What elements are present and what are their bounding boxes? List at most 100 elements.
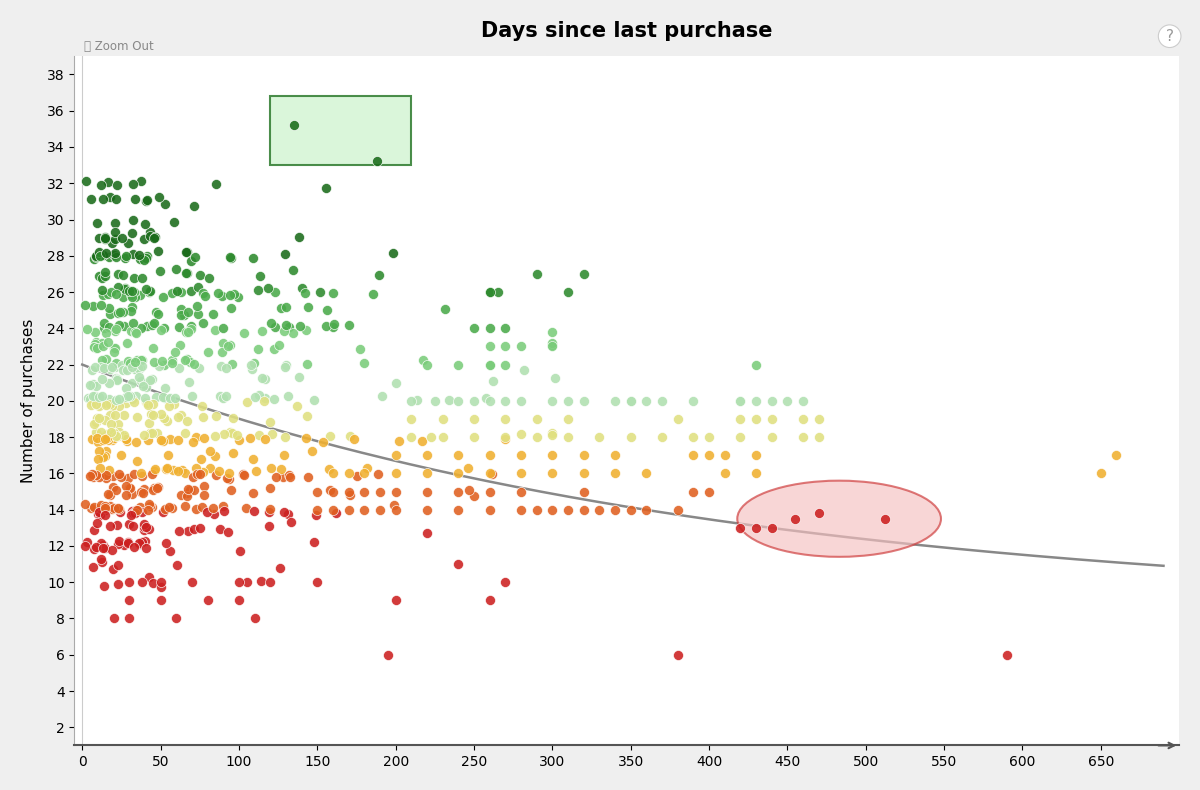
- Point: [223, 446, 242, 459]
- Point: [235, 469, 254, 482]
- Point: [84, 340, 103, 353]
- Point: [113, 232, 132, 245]
- Point: [114, 320, 133, 333]
- Point: [92, 389, 112, 402]
- Point: [148, 307, 167, 320]
- Point: [108, 307, 127, 319]
- Point: [91, 426, 110, 438]
- Point: [244, 487, 263, 500]
- Point: [131, 322, 150, 334]
- Point: [260, 503, 280, 516]
- Point: [98, 336, 118, 348]
- Point: [127, 411, 146, 423]
- Point: [229, 576, 248, 589]
- Point: [92, 373, 112, 386]
- Point: [169, 321, 188, 333]
- Point: [383, 246, 402, 259]
- Point: [118, 363, 137, 376]
- Point: [100, 377, 119, 389]
- Point: [92, 272, 112, 284]
- Point: [542, 427, 562, 439]
- Point: [136, 541, 155, 554]
- Point: [700, 449, 719, 461]
- Point: [121, 325, 140, 337]
- Point: [170, 488, 190, 501]
- Point: [277, 359, 296, 371]
- Point: [130, 371, 149, 384]
- Point: [80, 393, 100, 405]
- Point: [102, 286, 121, 299]
- Point: [235, 326, 254, 339]
- Point: [262, 462, 281, 475]
- Point: [542, 394, 562, 407]
- Point: [144, 356, 163, 368]
- Point: [731, 521, 750, 534]
- Point: [88, 216, 107, 229]
- Point: [449, 467, 468, 480]
- Point: [186, 462, 205, 475]
- Point: [298, 300, 317, 313]
- Point: [94, 539, 113, 551]
- Point: [370, 269, 389, 282]
- Point: [161, 392, 180, 404]
- Point: [122, 505, 142, 517]
- Point: [305, 393, 324, 406]
- Point: [96, 353, 115, 366]
- Point: [83, 397, 102, 409]
- Point: [100, 427, 119, 440]
- Point: [464, 322, 484, 335]
- Point: [137, 283, 156, 295]
- Point: [150, 265, 169, 277]
- Point: [175, 466, 194, 479]
- Point: [122, 360, 142, 373]
- Point: [109, 400, 128, 412]
- Point: [91, 498, 110, 511]
- Point: [83, 561, 102, 574]
- Point: [107, 179, 126, 191]
- Point: [172, 408, 191, 421]
- Point: [527, 503, 546, 516]
- Point: [449, 503, 468, 516]
- Point: [131, 253, 150, 265]
- Point: [436, 303, 455, 315]
- Point: [449, 449, 468, 461]
- Point: [194, 431, 214, 444]
- Point: [96, 472, 115, 484]
- Point: [209, 286, 228, 299]
- Point: [746, 449, 766, 461]
- Point: [125, 272, 144, 284]
- Point: [385, 499, 404, 512]
- Point: [104, 502, 124, 515]
- Point: [214, 392, 233, 404]
- Point: [139, 286, 158, 299]
- Point: [85, 524, 104, 536]
- Point: [355, 503, 374, 516]
- Point: [132, 506, 151, 518]
- Y-axis label: Number of purchases: Number of purchases: [20, 318, 36, 483]
- Point: [101, 396, 120, 408]
- Point: [307, 576, 326, 589]
- Point: [130, 501, 149, 514]
- Point: [86, 397, 106, 410]
- Point: [317, 320, 336, 333]
- Point: [200, 445, 220, 457]
- Point: [84, 389, 103, 402]
- Point: [90, 246, 109, 259]
- Point: [181, 319, 200, 332]
- Point: [218, 340, 238, 352]
- Point: [134, 232, 154, 245]
- Point: [296, 410, 316, 423]
- Point: [127, 454, 146, 467]
- Point: [314, 435, 334, 448]
- Point: [88, 517, 107, 529]
- Point: [179, 325, 198, 338]
- Point: [122, 290, 142, 303]
- Point: [484, 374, 503, 387]
- Point: [98, 360, 118, 373]
- Point: [98, 488, 118, 501]
- Point: [166, 345, 185, 358]
- Point: [94, 469, 113, 482]
- Point: [103, 360, 122, 373]
- Point: [278, 507, 298, 520]
- Point: [220, 472, 239, 485]
